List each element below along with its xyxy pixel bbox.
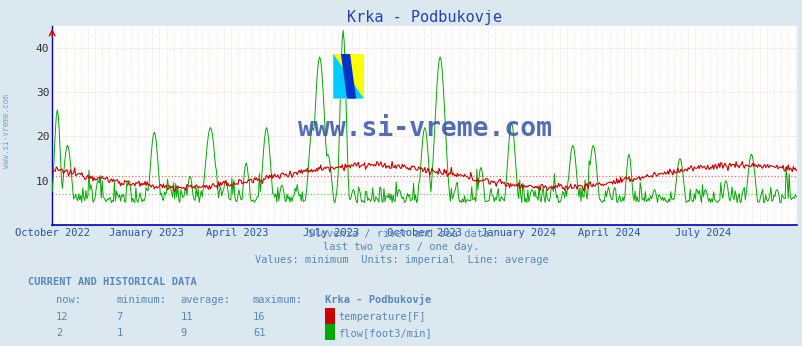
Text: 7: 7 (116, 312, 123, 322)
Text: minimum:: minimum: (116, 295, 166, 305)
Polygon shape (340, 54, 356, 99)
Text: flow[foot3/min]: flow[foot3/min] (338, 328, 431, 338)
Text: www.si-vreme.com: www.si-vreme.com (2, 94, 11, 169)
Text: www.si-vreme.com: www.si-vreme.com (298, 116, 551, 143)
Text: Slovenia / river and sea data.: Slovenia / river and sea data. (307, 229, 495, 239)
Title: Krka - Podbukovje: Krka - Podbukovje (346, 10, 502, 25)
Polygon shape (333, 54, 363, 99)
Text: Values: minimum  Units: imperial  Line: average: Values: minimum Units: imperial Line: av… (254, 255, 548, 265)
Text: CURRENT AND HISTORICAL DATA: CURRENT AND HISTORICAL DATA (28, 277, 196, 288)
Text: 2: 2 (56, 328, 63, 338)
Text: 16: 16 (253, 312, 265, 322)
Text: 9: 9 (180, 328, 187, 338)
Polygon shape (333, 54, 363, 99)
Text: now:: now: (56, 295, 81, 305)
Text: average:: average: (180, 295, 230, 305)
Text: 11: 11 (180, 312, 193, 322)
Text: 1: 1 (116, 328, 123, 338)
Text: maximum:: maximum: (253, 295, 302, 305)
Text: temperature[F]: temperature[F] (338, 312, 425, 322)
Text: 61: 61 (253, 328, 265, 338)
Text: last two years / one day.: last two years / one day. (323, 242, 479, 252)
Text: Krka - Podbukovje: Krka - Podbukovje (325, 294, 431, 305)
Text: 12: 12 (56, 312, 69, 322)
